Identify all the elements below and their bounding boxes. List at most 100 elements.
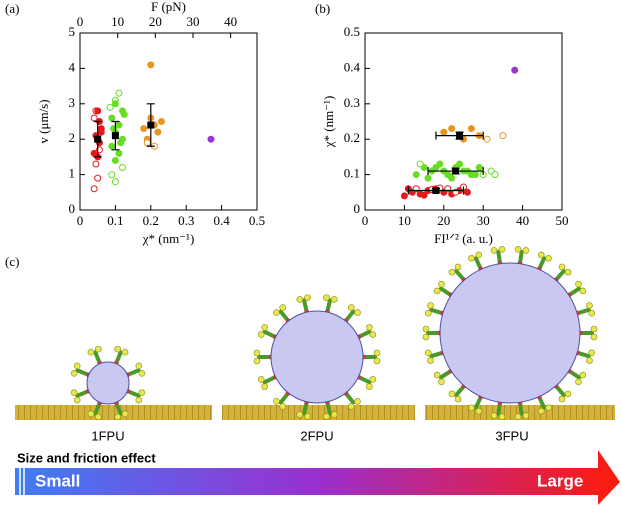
protein-head [114,345,121,353]
x-axis-label: FI¹ᐟ² (a. u.) [434,231,493,246]
y-tick-label: 5 [69,24,76,39]
point [115,121,123,129]
protein-head [537,251,545,259]
protein-head [575,378,582,386]
point [111,156,119,164]
y-tick-label: 0 [69,201,76,216]
filament [222,405,415,420]
protein-head [558,263,566,271]
point [432,164,440,172]
point [108,171,116,179]
plot-frame [364,32,563,211]
y-tick-label: 0 [354,201,361,216]
point [120,110,128,118]
mean-point [432,187,440,195]
point [420,191,428,199]
label: 1FPU [91,428,124,443]
protein-head [253,357,261,365]
protein-head [373,357,381,365]
x-tick-label: 50 [556,213,569,228]
mean-point [111,132,119,140]
point [483,135,491,143]
protein-head [304,294,311,301]
protein-head [468,254,475,262]
point [108,142,116,150]
y-tick-label: 0.4 [344,59,361,74]
protein-head [70,389,78,396]
y-tick-label: 0.3 [344,95,360,110]
point [140,125,148,133]
point [117,139,125,147]
x2-tick-label: 30 [186,14,199,29]
protein-head [522,412,530,419]
protein-head [468,404,475,412]
point [106,103,114,111]
protein-head [261,324,268,331]
y-tick-label: 1 [69,166,76,181]
protein-head [330,411,338,418]
panel-label: (c) [5,254,19,269]
point [118,164,126,172]
protein-head [114,413,121,421]
point [448,174,456,182]
vesicle [270,310,364,404]
protein-head [323,294,330,301]
protein-head [588,309,596,317]
protein-head [448,268,456,276]
protein-head [95,413,102,421]
point [147,61,155,69]
point [92,160,100,168]
protein-head [135,396,143,404]
x-tick-label: 0.5 [249,213,265,228]
protein-head [366,383,373,390]
protein-head [369,376,377,383]
panel-label: (a) [5,1,19,16]
x-tick-label: 0.3 [178,213,194,228]
protein-head [95,345,102,353]
point [424,174,432,182]
point [90,185,98,193]
protein-head [138,389,146,396]
y-tick-label: 2 [69,130,76,145]
point [499,132,507,140]
protein-head [433,371,441,379]
point [448,125,456,133]
protein-head [296,296,304,303]
y-axis-label: v (μm/s) [36,99,51,143]
x-tick-label: 0 [77,213,84,228]
protein-head [121,410,129,418]
protein-head [279,403,287,410]
protein-head [433,287,441,295]
protein-head [273,398,280,405]
protein-head [369,331,377,338]
protein-head [514,245,522,253]
protein-head [475,407,483,415]
protein-head [70,370,78,377]
vesicle [439,262,581,404]
protein-head [448,390,456,398]
x-tick-label: 0.4 [213,213,230,228]
point [400,192,408,200]
arrow [15,450,620,505]
protein-head [454,395,462,403]
protein-head [579,371,587,379]
x-tick-label: 10 [398,213,411,228]
protein-head [545,404,552,412]
x2-tick-label: 40 [224,14,237,29]
protein-head [564,390,572,398]
y-tick-label: 4 [69,59,76,74]
point [94,107,102,115]
point [143,139,151,147]
point [97,128,105,136]
mean-point [147,121,155,129]
protein-head [121,348,129,356]
protein-head [586,357,593,364]
x-axis-label: χ* (nm⁻¹) [142,231,195,246]
point [94,174,102,182]
point [416,160,424,168]
protein-head [366,324,373,331]
protein-head [279,304,287,311]
protein-head [424,349,432,357]
y-tick-label: 3 [69,95,76,110]
